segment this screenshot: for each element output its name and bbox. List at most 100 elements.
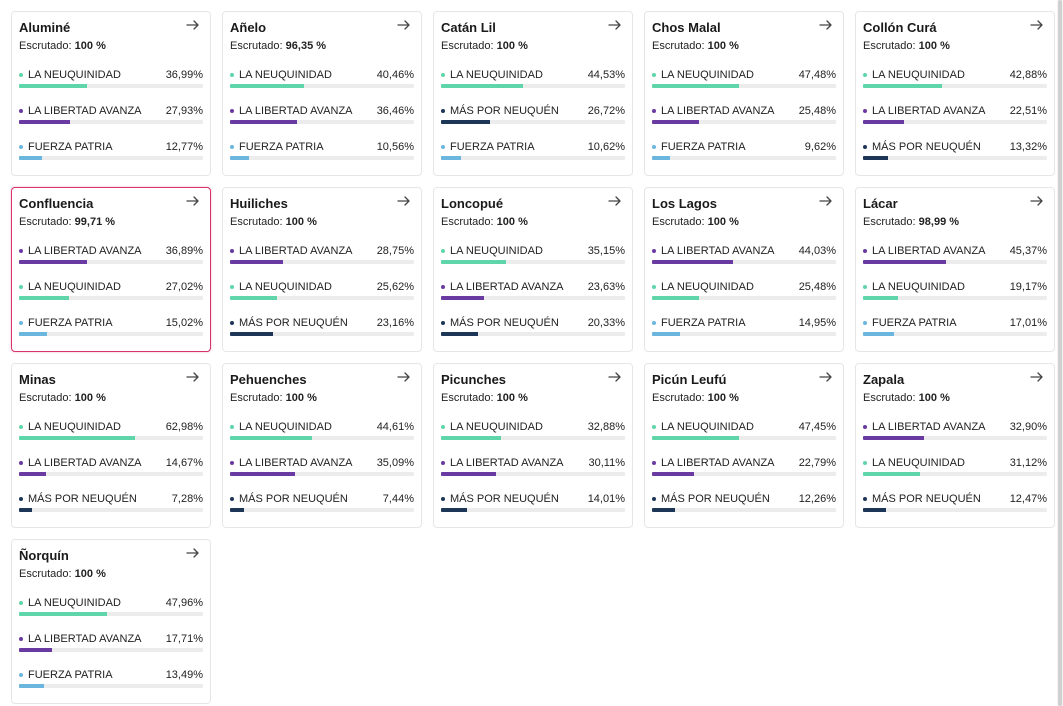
arrow-right-icon[interactable] <box>396 369 412 385</box>
result-bar-fill <box>19 472 46 476</box>
result-bar-track <box>19 436 203 440</box>
scrutiny-value: 100 % <box>918 392 950 404</box>
results-list: LA NEUQUINIDAD 35,15% LA LIBERTAD AVANZA… <box>441 244 625 352</box>
result-bar-track <box>230 508 414 512</box>
arrow-right-icon[interactable] <box>818 193 834 209</box>
results-list: LA LIBERTAD AVANZA 45,37% LA NEUQUINIDAD… <box>863 244 1047 352</box>
party-name: LA NEUQUINIDAD <box>239 69 332 81</box>
result-bar-fill <box>230 436 313 440</box>
result-bar-fill <box>19 156 43 160</box>
result-bar-track <box>652 436 836 440</box>
party-dot-icon <box>441 321 445 325</box>
result-row: FUERZA PATRIA 17,01% <box>863 316 1047 352</box>
party-percentage: 7,44% <box>382 493 414 505</box>
arrow-right-icon[interactable] <box>1029 369 1045 385</box>
scrutiny-value: 96,35 % <box>285 40 327 52</box>
results-list: LA NEUQUINIDAD 40,46% LA LIBERTAD AVANZA… <box>230 68 414 176</box>
result-bar-track <box>230 332 414 336</box>
result-bar-track <box>652 260 836 264</box>
party-name: LA NEUQUINIDAD <box>450 421 543 433</box>
result-bar-fill <box>863 260 947 264</box>
scrutiny-label: Escrutado: <box>19 392 72 404</box>
department-card[interactable]: Chos Malal Escrutado: 100 % LA NEUQUINID… <box>644 11 844 176</box>
result-row: LA NEUQUINIDAD 36,99% <box>19 68 203 104</box>
party-percentage: 23,16% <box>376 317 414 329</box>
arrow-right-icon[interactable] <box>396 17 412 33</box>
party-dot-icon <box>652 321 656 325</box>
result-bar-track <box>441 472 625 476</box>
arrow-right-icon[interactable] <box>1029 17 1045 33</box>
result-bar-fill <box>652 472 694 476</box>
result-row: MÁS POR NEUQUÉN 7,44% <box>230 492 414 528</box>
party-dot-icon <box>230 109 234 113</box>
scrutiny-value: 100 % <box>74 568 106 580</box>
arrow-right-icon[interactable] <box>185 17 201 33</box>
party-name: MÁS POR NEUQUÉN <box>450 317 559 329</box>
scrutiny-status: Escrutado: 100 % <box>230 215 414 229</box>
department-card[interactable]: Catán Lil Escrutado: 100 % LA NEUQUINIDA… <box>433 11 633 176</box>
party-dot-icon <box>863 497 867 501</box>
arrow-right-icon[interactable] <box>607 17 623 33</box>
department-card[interactable]: Lácar Escrutado: 98,99 % LA LIBERTAD AVA… <box>855 187 1055 352</box>
arrow-right-icon[interactable] <box>1029 193 1045 209</box>
result-row: MÁS POR NEUQUÉN 20,33% <box>441 316 625 352</box>
party-dot-icon <box>19 497 23 501</box>
department-card[interactable]: Picunches Escrutado: 100 % LA NEUQUINIDA… <box>433 363 633 528</box>
department-card[interactable]: Loncopué Escrutado: 100 % LA NEUQUINIDAD… <box>433 187 633 352</box>
scrutiny-label: Escrutado: <box>19 40 72 52</box>
department-card[interactable]: Confluencia Escrutado: 99,71 % LA LIBERT… <box>11 187 211 352</box>
arrow-right-icon[interactable] <box>818 369 834 385</box>
department-card[interactable]: Collón Curá Escrutado: 100 % LA NEUQUINI… <box>855 11 1055 176</box>
result-row: LA LIBERTAD AVANZA 28,75% <box>230 244 414 280</box>
scrollbar-thumb[interactable] <box>1058 0 1062 706</box>
department-name: Huiliches <box>230 196 288 211</box>
party-name: LA LIBERTAD AVANZA <box>239 105 353 117</box>
party-percentage: 44,61% <box>376 421 414 433</box>
party-name: MÁS POR NEUQUÉN <box>872 493 981 505</box>
department-card[interactable]: Zapala Escrutado: 100 % LA LIBERTAD AVAN… <box>855 363 1055 528</box>
department-card[interactable]: Pehuenches Escrutado: 100 % LA NEUQUINID… <box>222 363 422 528</box>
department-name: Zapala <box>863 372 905 387</box>
department-card[interactable]: Añelo Escrutado: 96,35 % LA NEUQUINIDAD … <box>222 11 422 176</box>
arrow-right-icon[interactable] <box>818 17 834 33</box>
department-name: Aluminé <box>19 20 71 35</box>
arrow-right-icon[interactable] <box>185 545 201 561</box>
result-row: LA LIBERTAD AVANZA 27,93% <box>19 104 203 140</box>
party-percentage: 7,28% <box>171 493 203 505</box>
result-row: LA NEUQUINIDAD 31,12% <box>863 456 1047 492</box>
party-percentage: 32,90% <box>1009 421 1047 433</box>
scrutiny-status: Escrutado: 99,71 % <box>19 215 203 229</box>
result-bar-fill <box>652 84 740 88</box>
arrow-right-icon[interactable] <box>396 193 412 209</box>
arrow-right-icon[interactable] <box>607 193 623 209</box>
result-bar-fill <box>230 332 273 336</box>
result-bar-track <box>19 612 203 616</box>
party-percentage: 42,88% <box>1009 69 1047 81</box>
arrow-right-icon[interactable] <box>185 369 201 385</box>
arrow-right-icon[interactable] <box>185 193 201 209</box>
department-card[interactable]: Minas Escrutado: 100 % LA NEUQUINIDAD 62… <box>11 363 211 528</box>
party-name: LA NEUQUINIDAD <box>450 245 543 257</box>
department-name: Chos Malal <box>652 20 721 35</box>
scrutiny-value: 98,99 % <box>918 216 960 228</box>
department-name: Catán Lil <box>441 20 496 35</box>
department-card[interactable]: Huiliches Escrutado: 100 % LA LIBERTAD A… <box>222 187 422 352</box>
result-row: LA LIBERTAD AVANZA 22,51% <box>863 104 1047 140</box>
department-card[interactable]: Ñorquín Escrutado: 100 % LA NEUQUINIDAD … <box>11 539 211 704</box>
department-card[interactable]: Los Lagos Escrutado: 100 % LA LIBERTAD A… <box>644 187 844 352</box>
scrutiny-status: Escrutado: 98,99 % <box>863 215 1047 229</box>
vertical-scrollbar[interactable] <box>1057 0 1063 706</box>
party-dot-icon <box>230 321 234 325</box>
party-percentage: 36,99% <box>165 69 203 81</box>
result-row: MÁS POR NEUQUÉN 12,47% <box>863 492 1047 528</box>
scrutiny-label: Escrutado: <box>863 392 916 404</box>
party-percentage: 25,48% <box>798 105 836 117</box>
party-dot-icon <box>19 425 23 429</box>
department-name: Picún Leufú <box>652 372 727 387</box>
result-bar-fill <box>441 296 485 300</box>
department-card[interactable]: Picún Leufú Escrutado: 100 % LA NEUQUINI… <box>644 363 844 528</box>
department-card[interactable]: Aluminé Escrutado: 100 % LA NEUQUINIDAD … <box>11 11 211 176</box>
arrow-right-icon[interactable] <box>607 369 623 385</box>
party-name: MÁS POR NEUQUÉN <box>450 105 559 117</box>
party-dot-icon <box>652 285 656 289</box>
